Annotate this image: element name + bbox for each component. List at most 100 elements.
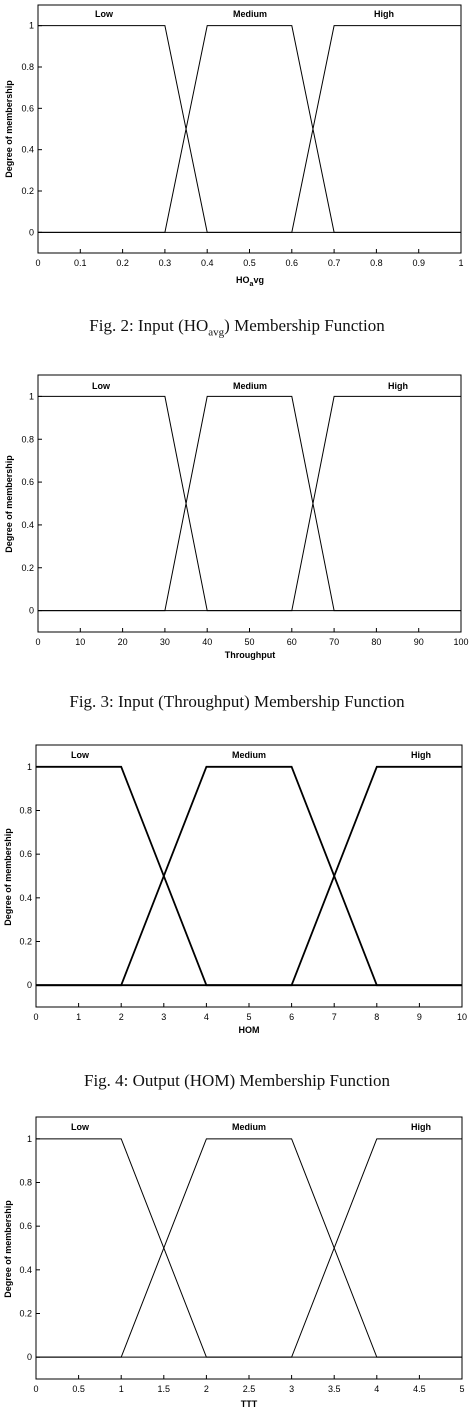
x-axis-label-sub: a [250, 281, 254, 288]
y-axis-label: Degree of membership [4, 80, 14, 178]
series-lines [38, 395, 461, 612]
x-tick-label: 2 [204, 1384, 209, 1394]
figure-caption-4: Fig. 4: Output (HOM) Membership Function [84, 1071, 390, 1090]
y-tick-label: 0.6 [21, 103, 34, 113]
series-lines [36, 1138, 462, 1358]
y-tick-label: 0.4 [21, 520, 34, 530]
y-tick-label: 0.4 [21, 145, 34, 155]
plot-frame [35, 744, 463, 1008]
series-line-low [36, 765, 462, 987]
x-tick-label: 4 [374, 1384, 379, 1394]
x-tick-label: 0.8 [370, 258, 383, 268]
y-tick-label: 0 [27, 980, 32, 990]
series-label-low: Low [92, 381, 111, 391]
x-tick-label: 10 [457, 1012, 467, 1022]
x-tick-label: 2 [119, 1012, 124, 1022]
series-line-high [36, 1138, 462, 1358]
x-tick-label: 0 [33, 1012, 38, 1022]
series-line-medium [36, 1138, 462, 1358]
series-line-high [38, 25, 461, 233]
axis-ticks: 0 10 20 30 40 50 60 70 80 90 100 0 0.2 0.4 0.6 0.8 1 [21, 391, 468, 647]
y-tick-label: 1 [27, 762, 32, 772]
series-label-low: Low [95, 9, 114, 19]
x-tick-label: 0.9 [412, 258, 425, 268]
x-tick-label: 5 [459, 1384, 464, 1394]
y-tick-label: 1 [27, 1134, 32, 1144]
series-label-high: High [374, 9, 394, 19]
x-tick-label: 80 [371, 637, 381, 647]
y-tick-label: 0.2 [19, 1309, 32, 1319]
x-tick-label: 4.5 [413, 1384, 426, 1394]
plot-frame [37, 4, 462, 254]
x-tick-label: 3 [289, 1384, 294, 1394]
x-tick-label: 90 [414, 637, 424, 647]
y-tick-label: 0.2 [21, 563, 34, 573]
x-axis-label: HOM [239, 1025, 260, 1035]
y-tick-label: 0 [29, 606, 34, 616]
x-tick-label: 3.5 [328, 1384, 341, 1394]
membership-chart-hom: 0 1 2 3 4 5 6 7 8 9 10 0 0.2 0.4 0.6 0.8 1 Low Medium Hi… [3, 744, 467, 1035]
x-tick-label: 0.6 [286, 258, 299, 268]
series-line-medium [38, 395, 461, 612]
caption-sub: avg [208, 326, 225, 339]
series-line-medium [36, 765, 462, 987]
x-axis-label: Throughput [225, 650, 275, 660]
series-label-medium: Medium [233, 381, 267, 391]
caption-suffix: ) Membership Function [224, 316, 385, 335]
x-tick-label: 30 [160, 637, 170, 647]
series-label-high: High [411, 750, 431, 760]
y-tick-label: 0.8 [21, 434, 34, 444]
x-tick-label: 0.7 [328, 258, 341, 268]
axis-ticks: 0 1 2 3 4 5 6 7 8 9 10 0 0.2 0.4 0.6 0.8 1 [19, 762, 467, 1022]
series-label-high: High [388, 381, 408, 391]
y-tick-label: 0 [29, 227, 34, 237]
x-tick-label: 2.5 [243, 1384, 256, 1394]
x-tick-label: 1 [458, 258, 463, 268]
x-tick-label: 40 [202, 637, 212, 647]
x-tick-label: 4 [204, 1012, 209, 1022]
series-line-low [36, 1138, 462, 1358]
y-tick-label: 0.6 [19, 1221, 32, 1231]
series-label-high: High [411, 1122, 431, 1132]
x-tick-label: 20 [118, 637, 128, 647]
x-tick-label: 60 [287, 637, 297, 647]
y-tick-label: 0.4 [19, 1265, 32, 1275]
axis-ticks: 0 0.1 0.2 0.3 0.4 0.5 0.6 0.7 0.8 0.9 1 0 0.2 0.4 0.6 0… [21, 21, 463, 268]
y-tick-label: 0.2 [19, 937, 32, 947]
x-tick-label: 0 [35, 258, 40, 268]
y-axis-label: Degree of membership [4, 455, 14, 553]
y-tick-label: 1 [29, 391, 34, 401]
x-tick-label: 0.2 [116, 258, 129, 268]
series-label-low: Low [71, 750, 90, 760]
y-tick-label: 0 [27, 1352, 32, 1362]
x-axis-label: HOavg [236, 275, 264, 288]
x-tick-label: 7 [332, 1012, 337, 1022]
series-label-medium: Medium [232, 750, 266, 760]
axis-ticks: 0 0.5 1 1.5 2 2.5 3 3.5 4 4.5 5 0 0.2 0.4 0.6 0.8 1 [19, 1134, 464, 1394]
series-line-low [38, 25, 461, 233]
figure-caption-3: Fig. 3: Input (Throughput) Membership Fu… [69, 692, 405, 711]
x-tick-label: 5 [246, 1012, 251, 1022]
x-tick-label: 1 [76, 1012, 81, 1022]
y-tick-label: 0.6 [21, 477, 34, 487]
x-axis-label: TTT [241, 1399, 258, 1409]
y-tick-label: 0.6 [19, 849, 32, 859]
series-line-medium [38, 25, 461, 233]
y-tick-label: 0.2 [21, 186, 34, 196]
y-tick-label: 0.8 [19, 1178, 32, 1188]
figure-caption-2: Fig. 2: Input (HOavg) Membership Functio… [0, 316, 474, 338]
x-tick-label: 8 [374, 1012, 379, 1022]
series-lines [36, 765, 462, 987]
y-tick-label: 0.8 [19, 806, 32, 816]
series-label-medium: Medium [233, 9, 267, 19]
plot-frame [37, 374, 462, 633]
x-tick-label: 0 [33, 1384, 38, 1394]
series-label-low: Low [71, 1122, 90, 1132]
series-label-medium: Medium [232, 1122, 266, 1132]
series-lines [38, 25, 461, 233]
membership-chart-ttt: 0 0.5 1 1.5 2 2.5 3 3.5 4 4.5 500.20.40.60.81 Low … [3, 1116, 465, 1409]
y-tick-label: 1 [29, 21, 34, 31]
x-tick-label: 0 [35, 637, 40, 647]
plot-frame [35, 1116, 463, 1380]
x-tick-label: 10 [75, 637, 85, 647]
